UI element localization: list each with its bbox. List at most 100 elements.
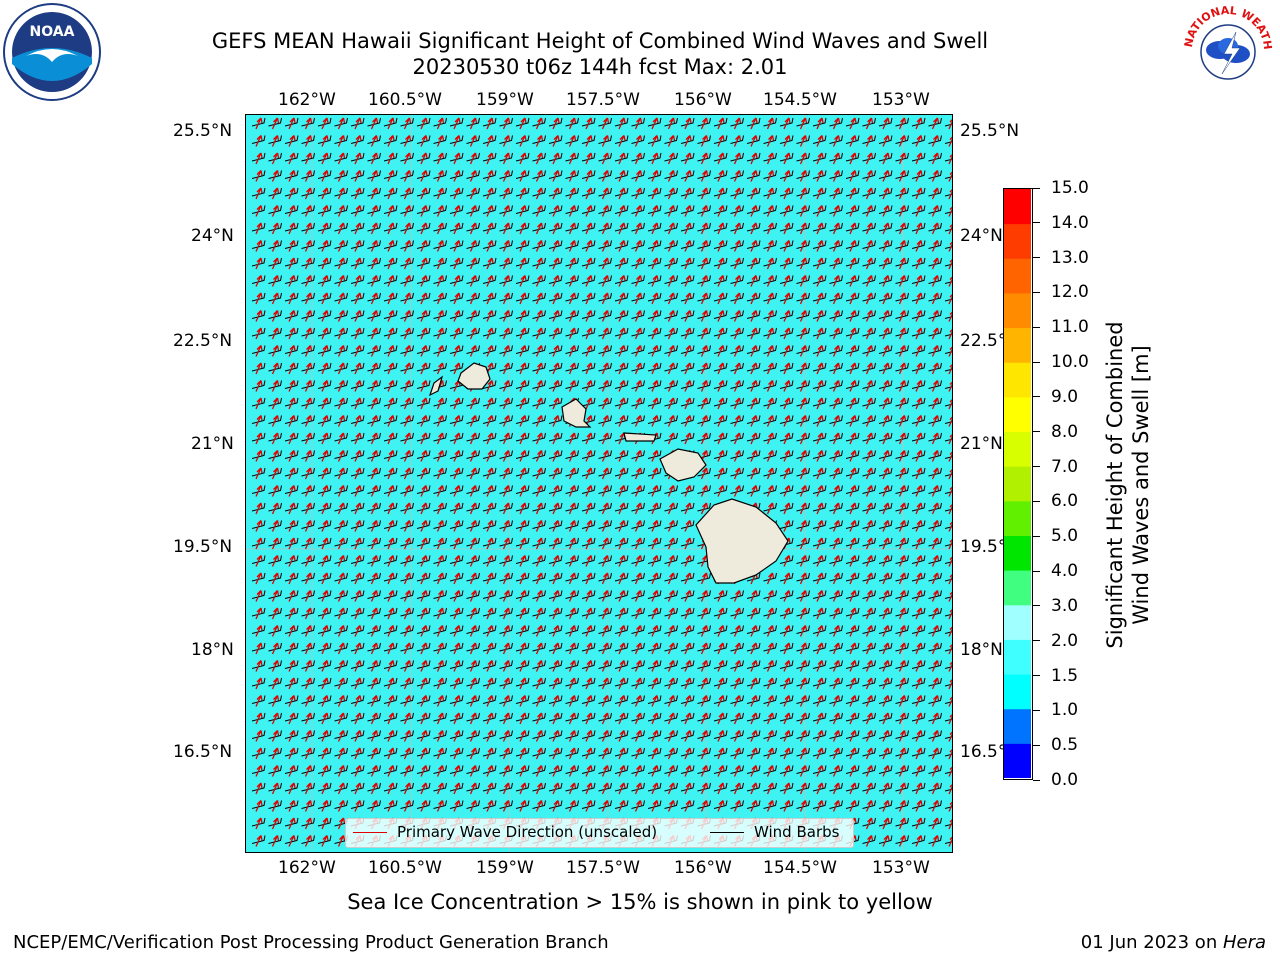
wave-arrow — [882, 292, 890, 305]
wind-barb — [532, 520, 546, 529]
colorbar-swatch — [1004, 466, 1031, 502]
wind-barb — [812, 310, 827, 319]
wind-barb — [400, 677, 414, 687]
wave-arrow — [948, 784, 952, 795]
wave-arrow — [865, 625, 874, 637]
wind-barb — [532, 660, 546, 669]
wind-barb — [763, 485, 777, 494]
wave-arrow — [898, 660, 907, 672]
wave-arrow — [634, 782, 643, 795]
wind-barb — [581, 537, 596, 547]
wind-barb — [614, 117, 629, 127]
wind-barb — [779, 765, 794, 774]
wind-barb — [763, 695, 777, 704]
wind-barb — [548, 415, 563, 424]
wind-barb — [730, 607, 744, 617]
colorbar-swatch — [1004, 535, 1031, 571]
wind-barb — [449, 240, 464, 249]
wave-arrow — [766, 362, 775, 375]
wind-barb — [565, 555, 579, 564]
wind-barb — [878, 747, 893, 757]
wind-barb — [400, 800, 414, 809]
wind-barb — [878, 257, 893, 267]
wind-barb — [829, 170, 843, 179]
wave-arrow — [585, 695, 593, 707]
wave-arrow — [420, 660, 428, 672]
legend-item-wind-barbs: Wind Barbs — [710, 823, 839, 841]
wave-arrow — [304, 502, 313, 515]
wave-arrow — [931, 292, 940, 305]
wind-barb — [383, 187, 398, 197]
wind-barb — [317, 292, 332, 302]
wind-barb — [532, 747, 546, 757]
wind-barb — [829, 537, 843, 547]
wave-arrow — [321, 520, 329, 532]
wave-arrow — [948, 311, 952, 322]
wave-arrow — [519, 625, 527, 637]
wind-barb — [614, 555, 629, 564]
wave-arrow — [634, 222, 643, 235]
wave-arrow — [568, 205, 577, 217]
wave-arrow — [717, 170, 725, 182]
wave-arrow — [651, 537, 659, 550]
wind-barb — [928, 222, 942, 232]
wind-barb — [284, 660, 299, 669]
wind-barb — [845, 677, 860, 687]
wave-arrow — [288, 275, 296, 287]
wave-arrow — [766, 205, 775, 217]
wind-barb — [845, 467, 860, 477]
wave-arrow — [519, 677, 527, 690]
wind-barb — [367, 782, 381, 792]
wind-barb — [400, 275, 414, 284]
wind-barb — [581, 660, 596, 669]
wave-arrow — [766, 607, 775, 620]
wave-arrow — [486, 380, 494, 392]
wave-arrow — [519, 485, 527, 497]
wind-barb — [268, 695, 282, 704]
wave-arrow — [535, 397, 544, 410]
wind-barb — [647, 362, 662, 372]
wave-arrow — [667, 677, 676, 690]
wind-barb — [664, 765, 678, 774]
wave-arrow — [403, 782, 412, 795]
wave-arrow — [634, 240, 643, 252]
wind-barb — [284, 257, 299, 267]
wind-barb — [598, 467, 612, 477]
wind-barb — [928, 152, 942, 162]
wind-barb — [928, 310, 942, 319]
wave-arrow — [420, 765, 428, 777]
wave-arrow — [552, 607, 560, 620]
wind-barb — [631, 310, 645, 319]
wind-barb — [878, 520, 893, 529]
wave-arrow — [502, 695, 511, 707]
wave-arrow — [585, 467, 593, 480]
wave-arrow — [354, 117, 362, 130]
wind-barb — [862, 257, 876, 267]
wave-arrow — [766, 380, 775, 392]
wind-barb — [515, 240, 530, 249]
wind-barb — [499, 222, 513, 232]
wind-barb — [779, 152, 794, 162]
wind-barb — [499, 782, 513, 792]
wave-arrow — [354, 782, 362, 795]
wave-arrow — [816, 152, 824, 165]
wind-barb — [796, 590, 810, 599]
wave-arrow — [420, 747, 428, 760]
wind-barb — [829, 765, 843, 774]
wind-barb — [631, 415, 645, 424]
wind-barb — [416, 327, 431, 337]
wave-arrow — [898, 135, 907, 147]
legend-item-wave-direction: Primary Wave Direction (unscaled) — [353, 823, 657, 841]
wind-barb — [350, 450, 365, 459]
wind-barb — [334, 747, 348, 757]
wind-barb — [779, 222, 794, 232]
wave-arrow — [931, 117, 940, 130]
wind-barb — [317, 117, 332, 127]
wind-barb — [499, 117, 513, 127]
wind-barb — [565, 537, 579, 547]
wind-barb — [334, 467, 348, 477]
wind-barb — [878, 135, 893, 144]
colorbar-tick-label: 6.0 — [1051, 491, 1079, 512]
wave-arrow — [634, 362, 643, 375]
wave-arrow — [898, 240, 907, 252]
